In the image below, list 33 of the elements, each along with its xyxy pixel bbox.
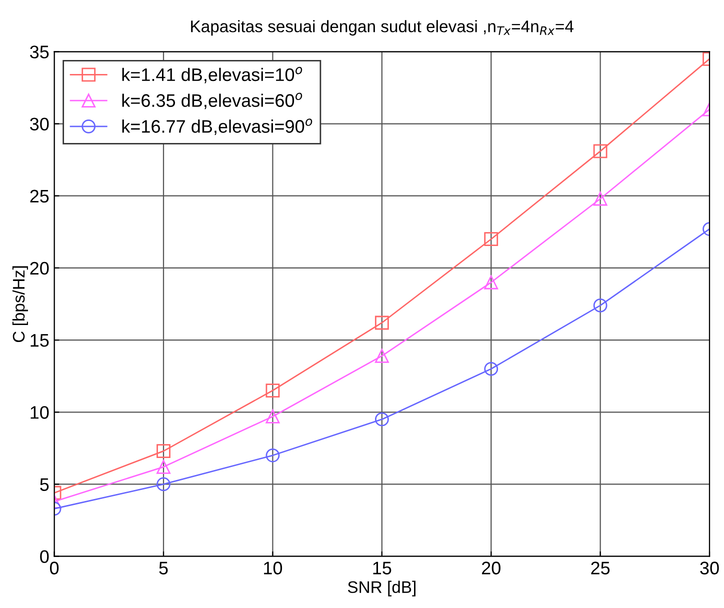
- point: [374, 412, 389, 426]
- point: [156, 460, 170, 474]
- y-tick-label: 0: [40, 550, 49, 564]
- point: [156, 477, 170, 492]
- point: [484, 362, 498, 376]
- point: [156, 444, 170, 458]
- point: [266, 448, 280, 462]
- x-tick-label: 15: [373, 562, 392, 574]
- legend-label: k=6.35 dB,elevasi=60$^{o}$: [122, 92, 302, 110]
- y-tick-label: 5: [40, 478, 49, 491]
- point: [266, 410, 280, 424]
- point: [374, 316, 389, 330]
- y-tick-label: 30: [30, 118, 49, 130]
- point: [484, 275, 498, 290]
- y-axis-title: C [bps/Hz]: [12, 266, 28, 342]
- y-tick-label: 25: [30, 190, 49, 203]
- chart-title: Kapasitas sesuai dengan sudut elevasi ,n$_{Tx}$=4n$_{Rx}$=4: [191, 20, 574, 36]
- point: [266, 384, 280, 398]
- x-tick-label: 5: [159, 562, 168, 574]
- legend-label: k=16.77 dB,elevasi=90$^{o}$: [122, 118, 312, 135]
- y-tick-label: 15: [30, 334, 49, 347]
- point: [374, 348, 389, 363]
- x-tick-label: 25: [591, 562, 610, 574]
- legend-label: k=1.41 dB,elevasi=10$^{o}$: [122, 66, 302, 84]
- y-tick-label: 10: [30, 406, 49, 419]
- y-tick-label: 20: [30, 262, 49, 275]
- x-tick-label: 20: [482, 562, 500, 574]
- x-tick-label: 10: [264, 562, 282, 574]
- point: [484, 232, 498, 246]
- x-tick-label: 0: [50, 562, 59, 574]
- x-axis-title: SNR [dB]: [348, 580, 416, 596]
- y-tick-label: 35: [30, 46, 49, 58]
- x-tick-label: 30: [700, 562, 719, 574]
